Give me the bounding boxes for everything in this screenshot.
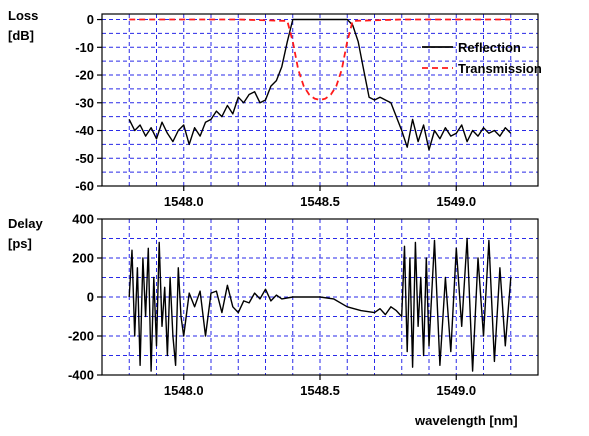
- loss-x-tick-label: 1548.5: [300, 194, 340, 209]
- delay-series-line-0: [128, 237, 512, 372]
- delay-chart-series: [128, 237, 512, 372]
- loss-x-tick-label: 1548.0: [164, 194, 204, 209]
- delay-x-tick-label: 1548.0: [164, 383, 204, 398]
- loss-axis-label-line1: Loss: [8, 8, 38, 23]
- delay-y-tick-label: -200: [68, 329, 94, 344]
- legend-reflection-label: Reflection: [458, 40, 521, 55]
- legend-transmission-label: Transmission: [458, 61, 542, 76]
- loss-series-line-reflection: [128, 18, 512, 151]
- delay-axis-label-line2: [ps]: [8, 236, 32, 251]
- loss-y-tick-label: -60: [75, 179, 94, 194]
- legend: Reflection Transmission: [422, 40, 542, 76]
- delay-chart-ticks: 400 200 0 -200 -400 1548.0 1548.5 1549.0: [68, 212, 476, 399]
- loss-x-tick-label: 1549.0: [436, 194, 476, 209]
- loss-y-tick-label: 0: [87, 12, 94, 27]
- loss-axis-label-line2: [dB]: [8, 28, 34, 43]
- delay-chart: 400 200 0 -200 -400 1548.0 1548.5 1549.0: [68, 212, 539, 399]
- loss-y-tick-label: -40: [75, 123, 94, 138]
- loss-y-tick-label: -10: [75, 40, 94, 55]
- delay-x-tick-label: 1548.5: [300, 383, 340, 398]
- delay-y-tick-label: 400: [72, 212, 94, 227]
- loss-chart-ticks: 0 -10 -20 -30 -40 -50 -60 1548.0 1548.5 1549.0: [75, 12, 476, 209]
- delay-axis-label-line1: Delay: [8, 216, 43, 231]
- loss-chart-series: [128, 18, 512, 151]
- loss-y-tick-label: -20: [75, 68, 94, 83]
- loss-y-tick-label: -30: [75, 95, 94, 110]
- loss-chart: 0 -10 -20 -30 -40 -50 -60 1548.0 1548.5 1549.0: [75, 12, 539, 209]
- delay-y-tick-label: -400: [68, 368, 94, 383]
- loss-y-tick-label: -50: [75, 151, 94, 166]
- delay-y-tick-label: 0: [87, 290, 94, 305]
- delay-chart-grid: [102, 219, 538, 375]
- delay-x-tick-label: 1549.0: [436, 383, 476, 398]
- delay-y-tick-label: 200: [72, 251, 94, 266]
- x-axis-label: wavelength [nm]: [414, 413, 518, 428]
